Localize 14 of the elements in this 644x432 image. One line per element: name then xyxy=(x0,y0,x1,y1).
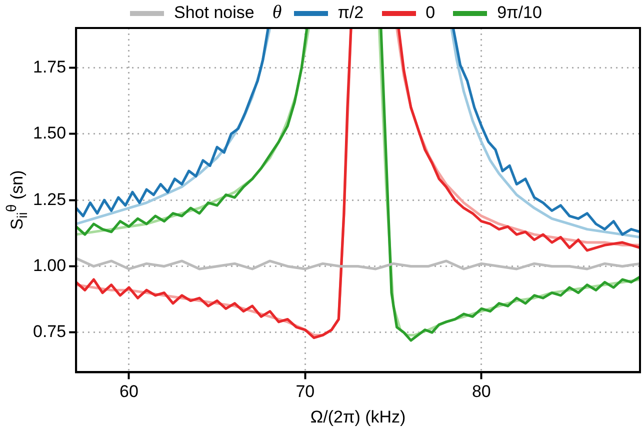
y-tick-label: 1.25 xyxy=(32,190,66,209)
y-tick-label: 1.00 xyxy=(32,256,66,275)
x-tick-label: 80 xyxy=(472,382,491,402)
legend-label: 9π/10 xyxy=(497,3,542,23)
legend-label: π/2 xyxy=(338,3,364,23)
y-tick-label: 1.75 xyxy=(32,57,66,76)
legend-label: 0 xyxy=(426,3,436,23)
legend-title: θ xyxy=(272,2,282,24)
legend-label: Shot noise xyxy=(174,3,254,23)
x-axis-title: Ω/(2π) (kHz) xyxy=(310,407,406,426)
y-tick-label: 1.50 xyxy=(32,124,66,143)
y-tick-label: 0.75 xyxy=(32,322,66,342)
x-tick-label: 70 xyxy=(296,382,315,402)
x-tick-label: 60 xyxy=(119,382,138,402)
